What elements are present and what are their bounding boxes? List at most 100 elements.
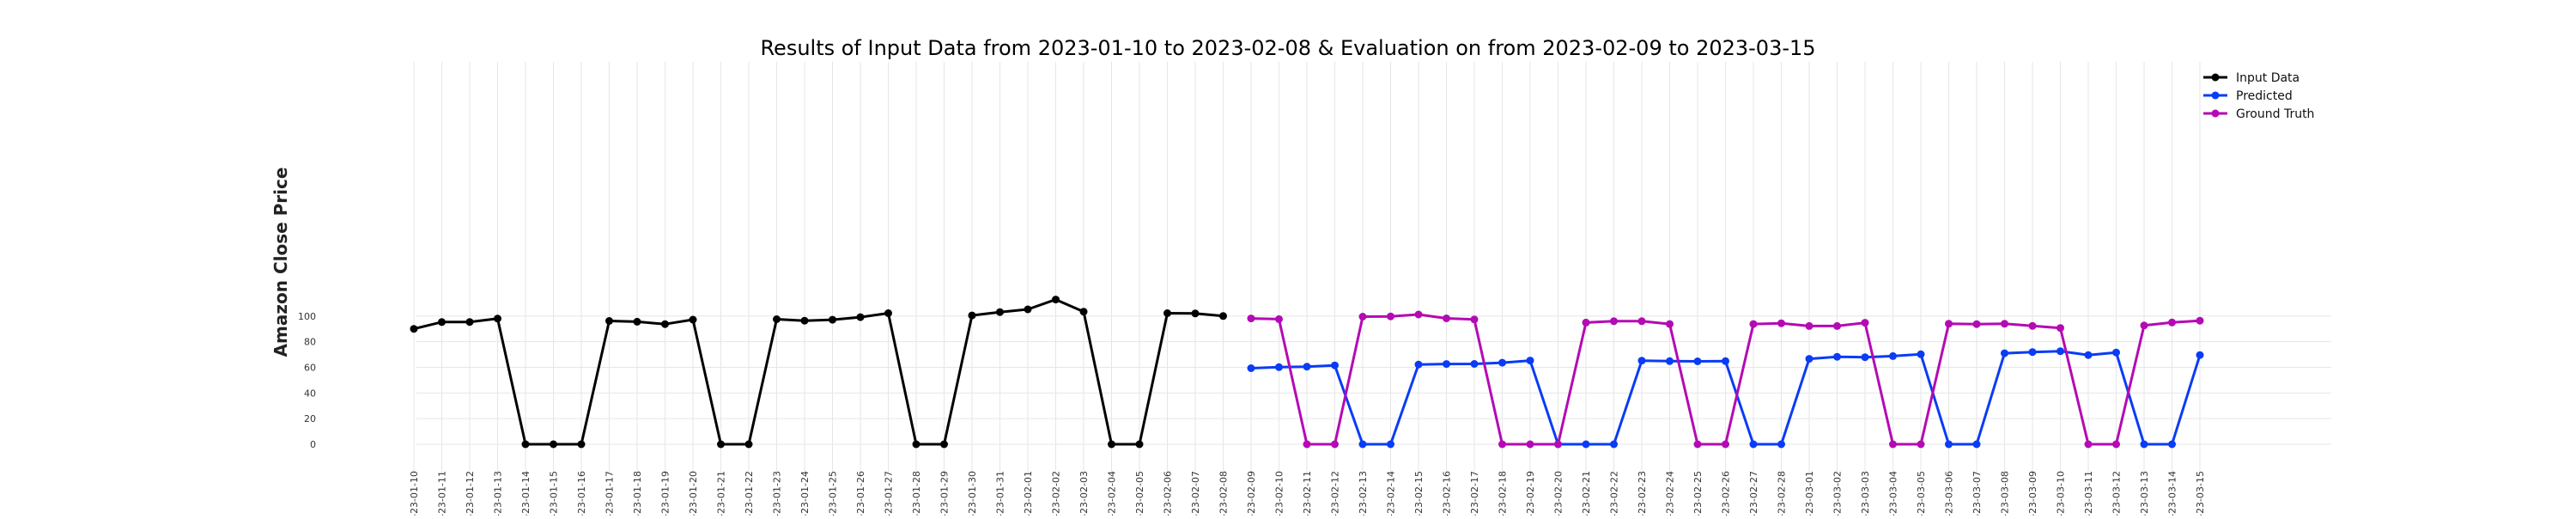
data-point: [1275, 314, 1283, 323]
data-point: [577, 440, 586, 449]
data-point: [1693, 440, 1702, 449]
x-tick-label: -23-02-22: [1609, 471, 1620, 516]
x-tick-label: -23-03-05: [1916, 471, 1927, 516]
data-point: [2028, 348, 2037, 357]
data-point: [1331, 440, 1339, 449]
data-point: [1749, 440, 1758, 449]
x-tick-label: -23-01-21: [716, 471, 727, 516]
data-point: [1582, 440, 1590, 449]
y-tick-label: 20: [304, 413, 316, 424]
axis-ticks: 0 20 40 60 80 100 -23-01-10 -23-01-11 -23-01-12 -…: [298, 311, 2206, 517]
x-tick-label: -23-03-03: [1860, 471, 1871, 516]
data-point: [1358, 313, 1367, 321]
data-point: [1693, 357, 1702, 365]
data-point: [1387, 312, 1394, 321]
x-tick-label: -23-02-12: [1330, 471, 1341, 516]
x-tick-label: -23-03-10: [2056, 471, 2067, 516]
data-point: [1805, 321, 1814, 330]
data-point: [968, 311, 976, 320]
y-axis-label: Amazon Close Price: [270, 168, 291, 357]
data-point: [1247, 314, 1255, 323]
x-tick-label: -23-01-18: [632, 471, 643, 516]
x-tick-label: -23-01-25: [828, 471, 839, 516]
data-point: [494, 314, 501, 323]
legend-label: Ground Truth: [2236, 107, 2314, 121]
data-point: [521, 440, 530, 449]
legend-item-input-data: Input Data: [2203, 71, 2300, 85]
data-point: [1275, 363, 1283, 371]
data-point: [1052, 296, 1060, 304]
legend-item-predicted: Predicted: [2203, 89, 2293, 103]
data-point: [717, 440, 725, 449]
data-point: [1777, 440, 1785, 449]
data-point: [1219, 312, 1227, 321]
data-point: [1358, 440, 1367, 449]
x-tick-label: -23-02-11: [1302, 471, 1313, 516]
data-point: [2196, 316, 2204, 325]
x-tick-label: -23-03-12: [2111, 471, 2123, 516]
legend-marker: [2211, 73, 2220, 82]
data-point: [1972, 440, 1981, 449]
data-point: [605, 317, 613, 325]
data-point: [2196, 351, 2204, 359]
x-tick-label: -23-02-28: [1777, 471, 1788, 516]
data-point: [1191, 309, 1200, 318]
data-point: [1498, 440, 1506, 449]
x-tick-label: -23-02-02: [1051, 471, 1062, 516]
data-point: [1079, 308, 1088, 316]
x-tick-label: -23-02-09: [1246, 471, 1257, 516]
data-point: [1554, 440, 1562, 449]
x-tick-label: -23-02-08: [1218, 471, 1230, 516]
x-tick-label: -23-02-27: [1748, 471, 1759, 516]
legend-label: Input Data: [2236, 71, 2300, 85]
x-tick-label: -23-01-11: [437, 471, 448, 516]
x-tick-label: -23-02-04: [1107, 471, 1118, 516]
data-point: [1749, 320, 1758, 328]
data-point: [1582, 318, 1590, 327]
legend: Input Data Predicted Ground Truth: [2203, 71, 2314, 121]
x-tick-label: -23-02-01: [1023, 471, 1034, 516]
data-point: [1637, 357, 1646, 365]
x-tick-label: -23-02-07: [1190, 471, 1201, 516]
data-point: [1470, 360, 1479, 368]
x-tick-label: -23-01-12: [465, 471, 476, 516]
data-point: [1945, 320, 1953, 328]
data-point: [1945, 440, 1953, 449]
x-tick-label: -23-03-09: [2027, 471, 2038, 516]
x-tick-label: -23-01-24: [799, 471, 811, 516]
data-point: [1247, 364, 1255, 372]
data-point: [1917, 440, 1925, 449]
x-tick-label: -23-03-13: [2139, 471, 2150, 516]
data-point: [1331, 361, 1339, 369]
x-tick-label: -23-02-16: [1442, 471, 1453, 516]
data-point: [1637, 317, 1646, 326]
x-tick-label: -23-01-26: [855, 471, 866, 516]
x-tick-label: -23-02-13: [1358, 471, 1369, 516]
x-tick-label: -23-01-23: [772, 471, 783, 516]
data-point: [1526, 357, 1534, 365]
x-tick-label: -23-01-22: [744, 471, 755, 516]
x-tick-label: -23-02-25: [1692, 471, 1704, 516]
x-tick-label: -23-01-14: [520, 471, 532, 516]
data-point: [2140, 321, 2148, 330]
data-point: [2001, 320, 2008, 328]
data-point: [1414, 360, 1423, 369]
data-point: [438, 318, 446, 327]
x-tick-label: -23-02-24: [1665, 471, 1676, 516]
data-point: [550, 440, 557, 449]
x-tick-label: -23-01-28: [911, 471, 922, 516]
x-tick-label: -23-01-17: [605, 471, 616, 516]
data-point: [1443, 360, 1450, 369]
chart-title: Results of Input Data from 2023-01-10 to…: [760, 36, 1815, 60]
x-tick-label: -23-03-15: [2195, 471, 2206, 516]
x-tick-label: -23-03-01: [1804, 471, 1815, 516]
x-tick-label: -23-03-14: [2167, 471, 2178, 516]
x-tick-label: -23-03-04: [1888, 471, 1899, 516]
legend-marker: [2211, 91, 2220, 100]
data-point: [1526, 440, 1534, 449]
data-point: [1833, 321, 1841, 330]
x-tick-label: -23-01-20: [688, 471, 699, 516]
data-point: [2112, 440, 2120, 449]
x-tick-label: -23-01-30: [967, 471, 978, 516]
